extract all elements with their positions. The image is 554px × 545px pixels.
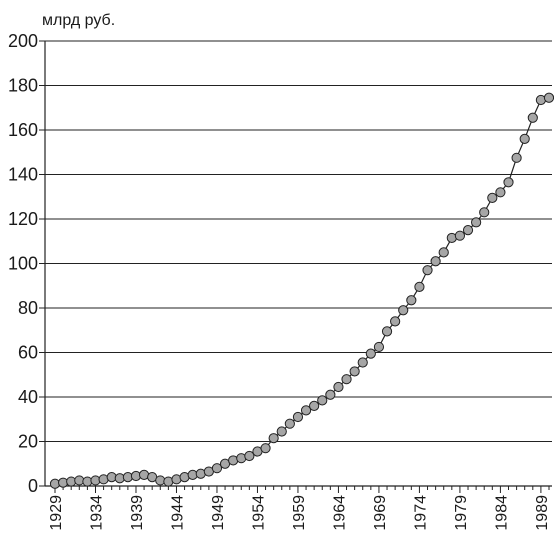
x-tick-label-1949: 1949 [210,495,227,531]
data-point-1961 [309,400,320,411]
y-tick-label-180: 180 [8,76,38,96]
data-point-1963 [325,389,336,400]
data-point-1959 [292,411,304,423]
x-tick-label-1939: 1939 [129,495,146,531]
data-point-1969 [373,341,385,353]
y-tick-label-140: 140 [8,165,38,185]
x-tick-labels: 1929 1934 1939 1944 1949 1954 1959 1964 1969 1974… [48,495,551,531]
data-point-1953 [244,450,255,462]
data-point-1955 [260,443,271,454]
y-tick-label-60: 60 [18,343,38,363]
y-tick-label-80: 80 [18,298,38,318]
axes [39,40,552,493]
x-tick-label-1969: 1969 [372,495,389,531]
y-tick-labels: 0 20 40 60 80 100 120 140 160 180 200 [8,31,38,496]
y-tick-label-100: 100 [8,254,38,274]
series-line-path [54,97,550,485]
data-point-1964 [333,381,344,393]
y-tick-label-40: 40 [18,387,38,407]
data-point-1981 [471,217,482,228]
data-point-1977 [438,247,449,258]
x-tick-label-1959: 1959 [291,495,308,531]
data-point-1966 [349,366,360,377]
data-point-1971 [390,316,401,327]
data-point-1958 [284,418,295,429]
x-tick-label-1929: 1929 [48,495,65,531]
data-point-1987 [519,133,530,144]
data-point-1962 [317,395,328,406]
data-point-1968 [365,348,376,359]
y-tick-label-160: 160 [8,120,38,140]
data-point-1979 [454,230,466,241]
data-point-1965 [341,374,352,385]
data-point-1980 [462,225,474,236]
data-point-1970 [381,326,393,337]
data-point-1984 [495,187,506,198]
y-tick-label-20: 20 [18,432,38,452]
data-point-1973 [406,295,417,306]
data-point-1967 [357,357,368,368]
data-point-1985 [503,177,514,188]
x-tick-label-1944: 1944 [169,495,186,531]
data-point-1975 [422,265,433,276]
grid-lines [45,40,552,442]
data-point-1956 [268,433,279,444]
y-axis-unit-label: млрд руб. [42,12,116,29]
x-tick-label-1934: 1934 [88,495,105,531]
x-tick-label-1979: 1979 [453,495,470,531]
x-tick-label-1974: 1974 [412,495,429,531]
data-point-1990 [543,92,554,103]
x-tick-label-1954: 1954 [250,495,267,531]
y-tick-label-120: 120 [8,209,38,229]
series-line [49,92,554,489]
data-point-1949 [211,463,223,474]
data-point-1982 [479,207,490,218]
x-tick-label-1989: 1989 [534,495,551,531]
y-tick-label-0: 0 [28,476,38,496]
data-point-1983 [487,192,498,203]
data-point-1988 [527,112,538,123]
data-point-1957 [276,426,287,437]
x-tick-label-1964: 1964 [331,495,348,531]
y-tick-label-200: 200 [8,31,38,51]
data-point-1974 [414,281,425,292]
data-point-1986 [511,152,522,163]
data-point-1960 [300,405,312,416]
data-point-1976 [430,256,441,267]
x-tick-label-1984: 1984 [493,495,510,531]
data-point-1972 [398,305,409,316]
